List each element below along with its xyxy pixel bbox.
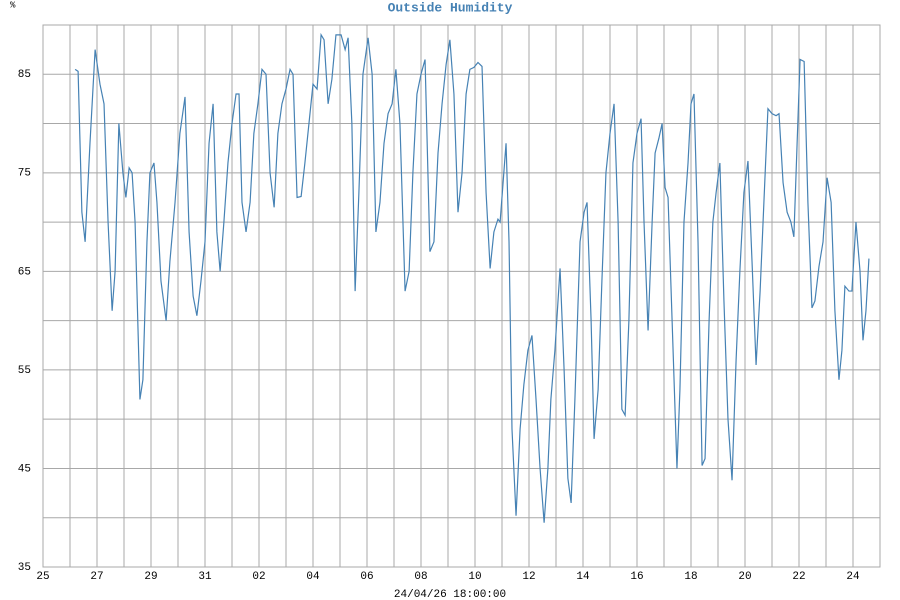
y-tick-label: 55 (18, 365, 31, 377)
x-tick-label: 06 (360, 571, 373, 583)
x-tick-label: 10 (468, 571, 481, 583)
x-tick-label: 16 (630, 571, 643, 583)
chart-title: Outside Humidity (388, 0, 513, 15)
x-tick-label: 22 (792, 571, 805, 583)
x-tick-label: 18 (684, 571, 697, 583)
y-tick-label: 65 (18, 266, 31, 278)
plot-area (42, 24, 881, 568)
x-tick-label: 12 (522, 571, 535, 583)
y-tick-label: 85 (18, 69, 31, 81)
y-tick-label: 45 (18, 463, 31, 475)
x-tick-label: 02 (252, 571, 265, 583)
x-tick-label: 27 (90, 571, 103, 583)
x-tick-label: 24 (846, 571, 860, 583)
x-tick-label: 25 (36, 571, 49, 583)
x-tick-label: 31 (198, 571, 212, 583)
x-tick-label: 20 (738, 571, 751, 583)
x-tick-label: 29 (144, 571, 157, 583)
y-unit: % (10, 0, 16, 10)
y-tick-label: 75 (18, 168, 31, 180)
x-axis-label: 24/04/26 18:00:00 (394, 589, 506, 600)
x-tick-label: 08 (414, 571, 427, 583)
x-tick-label: 04 (306, 571, 320, 583)
x-tick-label: 14 (576, 571, 590, 583)
y-tick-label: 35 (18, 562, 31, 574)
data-line (74, 32, 870, 523)
